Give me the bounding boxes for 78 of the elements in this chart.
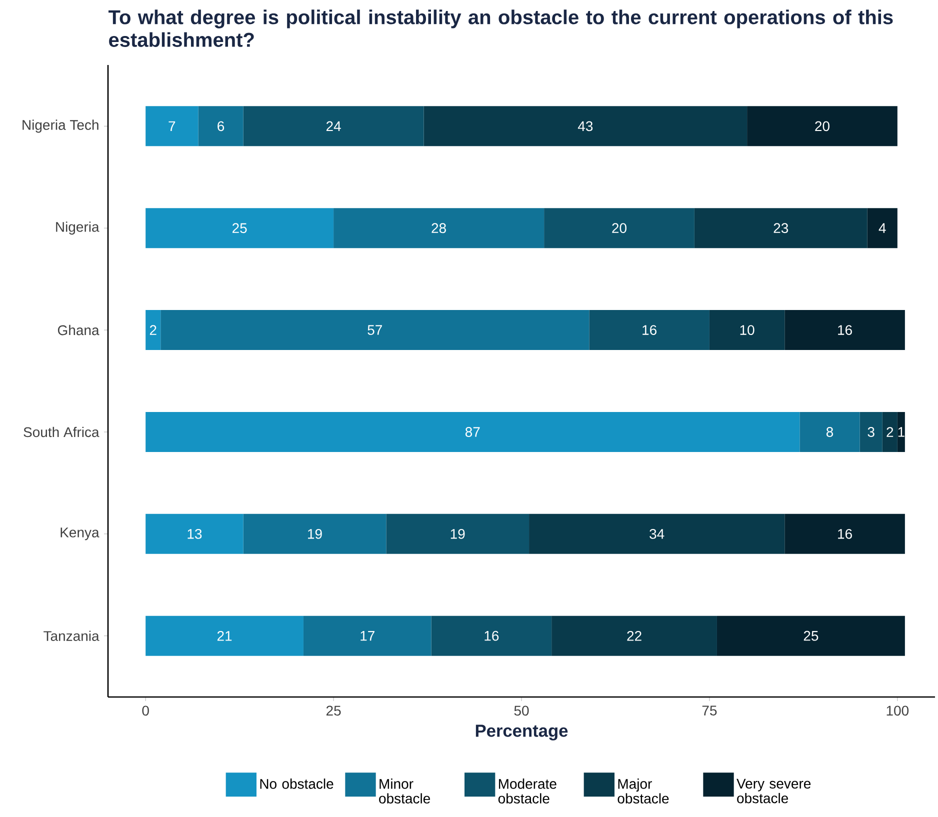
bar — [334, 208, 544, 248]
bar — [709, 310, 785, 350]
y-tick-label: Ghana — [58, 324, 100, 336]
bar — [303, 616, 432, 656]
bar — [243, 514, 386, 554]
data-label: 22 — [627, 630, 642, 641]
data-label: 16 — [838, 528, 852, 539]
data-label: 34 — [650, 528, 664, 539]
data-label: 19 — [450, 528, 465, 539]
bar — [243, 106, 424, 146]
bar — [784, 310, 905, 350]
bar — [716, 616, 905, 656]
data-label: 20 — [815, 121, 830, 132]
data-label: 2 — [886, 427, 894, 437]
x-tick-label: 100 — [886, 706, 909, 716]
bar — [784, 514, 905, 554]
bar — [589, 310, 710, 350]
data-label: 20 — [612, 223, 626, 234]
data-label: 23 — [774, 223, 788, 234]
y-tick-label: Nigeria Tech — [22, 120, 98, 133]
y-tick-label: Tanzania — [44, 630, 100, 641]
data-label: 13 — [188, 528, 202, 539]
x-tick-label: 50 — [514, 706, 529, 716]
y-tick-label: Kenya — [60, 528, 100, 540]
bar — [860, 412, 882, 452]
data-label: 25 — [804, 630, 818, 641]
bar — [882, 412, 898, 452]
x-tick-label: 75 — [702, 706, 717, 716]
bar — [747, 106, 898, 146]
data-label: 21 — [217, 630, 232, 641]
bar — [529, 514, 785, 554]
data-label: 16 — [642, 325, 656, 336]
data-label: 25 — [232, 223, 247, 234]
data-label: 24 — [326, 121, 341, 132]
bar — [800, 412, 860, 452]
bar — [146, 514, 244, 554]
data-label: 3 — [868, 427, 874, 437]
bar — [897, 412, 905, 452]
data-label: 19 — [308, 528, 322, 539]
legend-label: Moderate obstacle — [498, 778, 556, 804]
bar — [431, 616, 552, 656]
x-tick-label: 25 — [326, 706, 341, 716]
data-label: 2 — [150, 325, 156, 335]
legend-label: Major obstacle — [618, 778, 669, 804]
legend-label: Very severe obstacle — [736, 778, 811, 804]
bar — [146, 106, 198, 146]
bar — [146, 310, 161, 350]
bar — [146, 412, 800, 452]
bar — [146, 208, 334, 248]
data-label: 16 — [838, 325, 852, 336]
data-label: 28 — [432, 223, 446, 234]
bar — [544, 208, 694, 248]
bar — [552, 616, 717, 656]
legend-label: No obstacle — [260, 778, 334, 789]
y-tick-label: South Africa — [24, 426, 100, 438]
data-label: 57 — [368, 325, 382, 335]
data-label: 87 — [465, 427, 480, 437]
legend-label: Minor obstacle — [379, 778, 430, 804]
data-label: 6 — [218, 121, 224, 132]
bar — [867, 208, 898, 248]
data-label: 17 — [360, 631, 374, 641]
chart-title: To what degree is political instability an obstacle to the current operations of this establishment? — [108, 10, 893, 47]
data-label: 4 — [878, 223, 886, 233]
data-label: 16 — [484, 630, 499, 641]
bar — [386, 514, 530, 554]
x-axis-title: Percentage — [476, 724, 568, 740]
bar — [694, 208, 868, 248]
data-label: 8 — [826, 427, 834, 437]
y-tick-label: Nigeria — [56, 222, 100, 235]
bar — [146, 616, 304, 656]
data-label: 1 — [898, 427, 904, 437]
bar — [424, 106, 748, 146]
bar — [198, 106, 244, 146]
x-tick-label: 0 — [142, 706, 149, 716]
data-label: 10 — [740, 325, 754, 336]
data-label: 43 — [578, 121, 593, 132]
data-label: 7 — [168, 121, 176, 131]
bar — [160, 310, 590, 350]
